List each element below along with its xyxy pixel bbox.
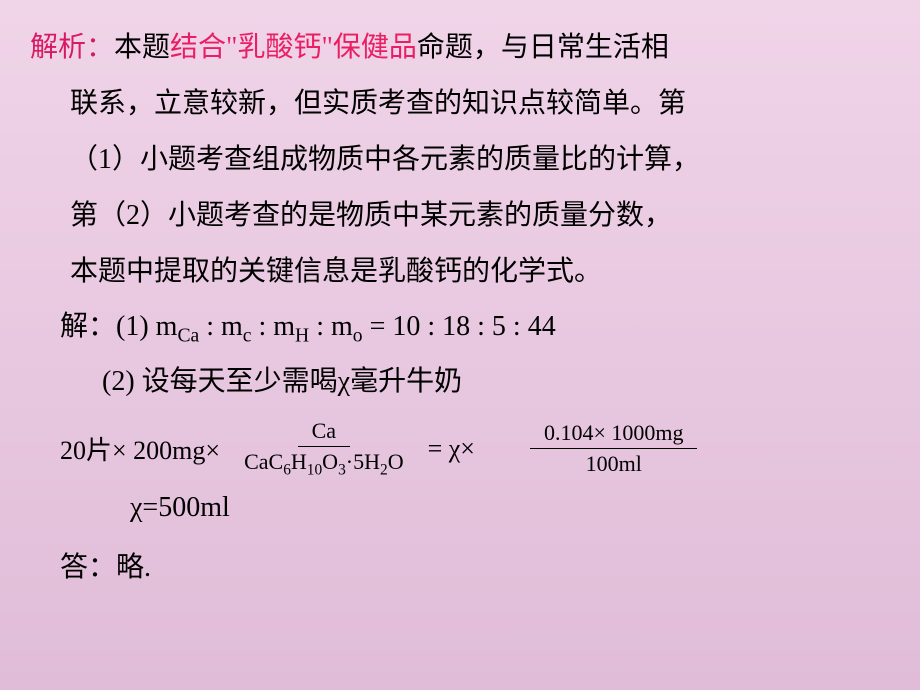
fraction-milk: 0.104× 1000mg 100ml <box>530 418 698 479</box>
analysis-paragraph: 解析：本题结合"乳酸钙"保健品命题，与日常生活相 联系，立意较新，但实质考查的知… <box>30 20 890 300</box>
solution-part1: 解：(1) mCa : mc : mH : mo = 10 : 18 : 5 :… <box>30 300 890 355</box>
solution-part2-intro: (2) 设每天至少需喝χ毫升牛奶 <box>30 355 890 408</box>
sol-c2: : m <box>251 311 295 342</box>
eq-left: 20片× 200mg× <box>60 430 220 467</box>
analysis-highlight: 结合"乳酸钙"保健品 <box>170 32 417 63</box>
chi-result: χ=500ml <box>30 481 890 534</box>
analysis-label: 解析： <box>30 32 114 63</box>
answer-text: 答：略. <box>30 545 890 585</box>
sol-p2-chi: χ <box>338 366 350 397</box>
frac1-den: CaC6H10O3·5H2O <box>230 447 418 481</box>
sol-c3: : m <box>309 311 353 342</box>
sol-p2-prefix: (2) 设每天至少需喝 <box>102 366 338 397</box>
analysis-l5: 本题中提取的关键信息是乳酸钙的化学式。 <box>30 244 890 300</box>
solution-label: 解： <box>60 311 116 342</box>
analysis-l3: （1）小题考查组成物质中各元素的质量比的计算， <box>30 132 890 188</box>
sub-ca: Ca <box>177 326 199 347</box>
equation-row: 20片× 200mg× Ca CaC6H10O3·5H2O = χ× 0.104… <box>30 416 890 481</box>
sol-p1: (1) m <box>116 311 177 342</box>
fraction-ca: Ca CaC6H10O3·5H2O <box>230 416 418 481</box>
analysis-p2: 命题，与日常生活相 <box>417 32 669 63</box>
frac2-den: 100ml <box>572 449 656 479</box>
sub-o: o <box>353 326 363 347</box>
analysis-p1: 本题 <box>114 32 170 63</box>
analysis-l2: 联系，立意较新，但实质考查的知识点较简单。第 <box>30 76 890 132</box>
frac2-num: 0.104× 1000mg <box>530 418 698 449</box>
sol-ratio: = 10 : 18 : 5 : 44 <box>363 311 556 342</box>
sol-p2-suffix: 毫升牛奶 <box>350 366 462 397</box>
analysis-l4: 第（2）小题考查的是物质中某元素的质量分数， <box>30 188 890 244</box>
eq-mid: = χ× <box>428 434 475 464</box>
sol-c1: : m <box>199 311 243 342</box>
frac1-num: Ca <box>298 416 350 447</box>
sub-h: H <box>295 326 309 347</box>
